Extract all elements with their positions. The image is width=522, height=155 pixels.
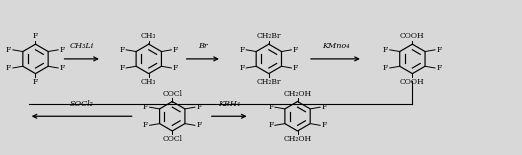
Text: F: F bbox=[293, 64, 298, 72]
Text: KBH₄: KBH₄ bbox=[218, 100, 240, 108]
Text: KMno₄: KMno₄ bbox=[322, 42, 349, 50]
Text: SOCl₂: SOCl₂ bbox=[70, 100, 93, 108]
Text: F: F bbox=[293, 46, 298, 54]
Text: COOH: COOH bbox=[400, 78, 425, 86]
Text: F: F bbox=[196, 121, 201, 129]
Text: Br: Br bbox=[198, 42, 208, 50]
Text: CH₃: CH₃ bbox=[141, 78, 157, 86]
Text: F: F bbox=[268, 121, 274, 129]
Text: F: F bbox=[60, 46, 65, 54]
Text: CH₂OH: CH₂OH bbox=[283, 135, 312, 143]
Text: F: F bbox=[173, 64, 178, 72]
Text: F: F bbox=[383, 46, 388, 54]
Text: F: F bbox=[322, 121, 327, 129]
Text: F: F bbox=[6, 46, 11, 54]
Text: F: F bbox=[436, 64, 442, 72]
Text: F: F bbox=[268, 103, 274, 111]
Text: COCl: COCl bbox=[162, 90, 182, 98]
Text: F: F bbox=[33, 32, 38, 40]
Text: F: F bbox=[120, 64, 125, 72]
Text: F: F bbox=[240, 46, 245, 54]
Text: COOH: COOH bbox=[400, 32, 425, 40]
Text: COCl: COCl bbox=[162, 135, 182, 143]
Text: F: F bbox=[60, 64, 65, 72]
Text: F: F bbox=[173, 46, 178, 54]
Text: CH₂Br: CH₂Br bbox=[257, 32, 281, 40]
Text: F: F bbox=[6, 64, 11, 72]
Text: F: F bbox=[143, 121, 148, 129]
Text: F: F bbox=[383, 64, 388, 72]
Text: F: F bbox=[120, 46, 125, 54]
Text: CH₂Br: CH₂Br bbox=[257, 78, 281, 86]
Text: F: F bbox=[240, 64, 245, 72]
Text: CH₂OH: CH₂OH bbox=[283, 90, 312, 98]
Text: F: F bbox=[436, 46, 442, 54]
Text: F: F bbox=[322, 103, 327, 111]
Text: F: F bbox=[143, 103, 148, 111]
Text: F: F bbox=[196, 103, 201, 111]
Text: CH₃: CH₃ bbox=[141, 32, 157, 40]
Text: CH₃Li: CH₃Li bbox=[69, 42, 94, 50]
Text: F: F bbox=[33, 78, 38, 86]
